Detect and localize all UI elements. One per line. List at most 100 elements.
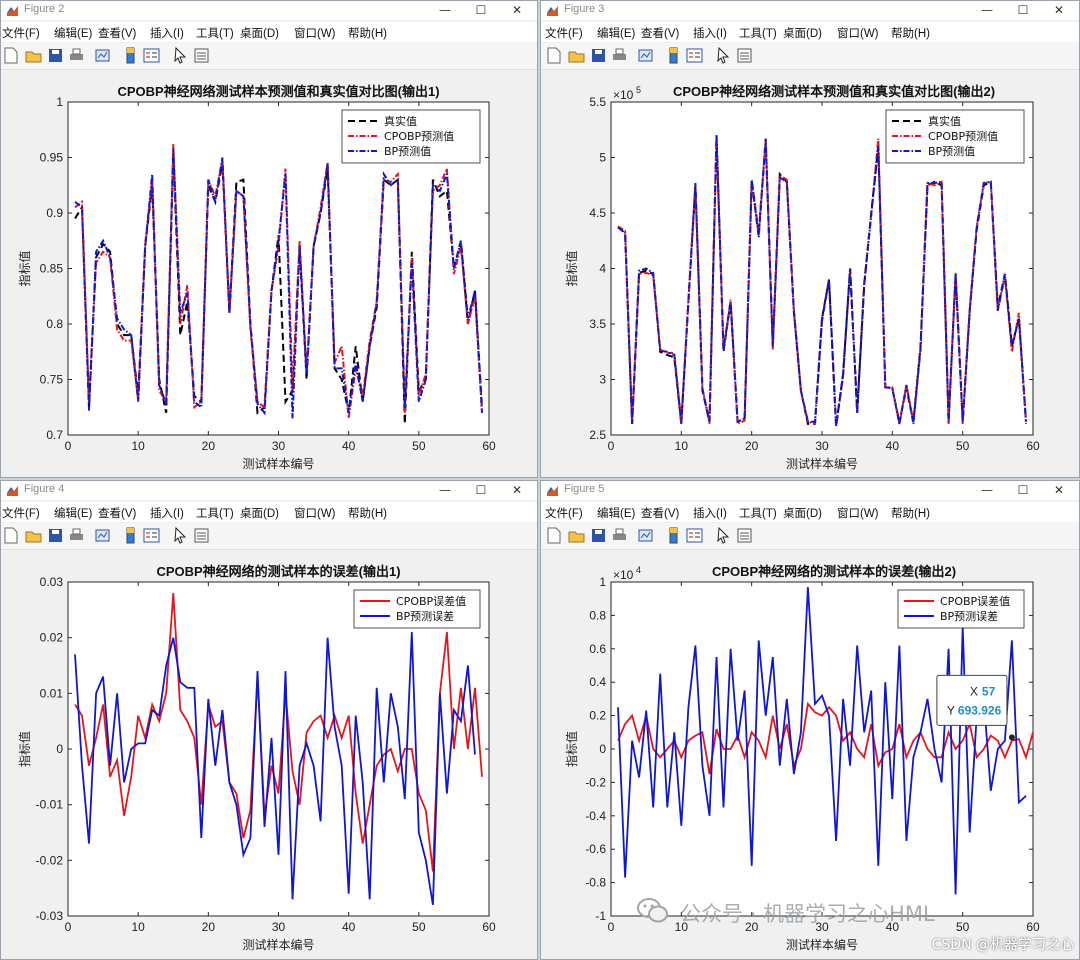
legend-entry: BP预测值 xyxy=(384,145,431,158)
menu-item[interactable]: 插入(I) xyxy=(150,508,184,520)
datatip[interactable]: X 57 Y 693.926 xyxy=(936,674,1015,741)
series-line-2[interactable] xyxy=(617,586,1027,895)
property-inspector-icon[interactable] xyxy=(193,527,210,544)
menu-item[interactable]: 插入(I) xyxy=(693,508,727,520)
close-button[interactable]: ✕ xyxy=(511,483,523,497)
menu-item[interactable]: 文件(F) xyxy=(2,28,40,40)
legend-icon[interactable] xyxy=(686,527,703,544)
menu-bar: 文件(F) 编辑(E) 查看(V) 插入(I) 工具(T) 桌面(D) 窗口(W) 帮助(H) xyxy=(1,22,537,42)
link-plot-icon[interactable] xyxy=(94,527,111,544)
menu-item[interactable]: 工具(T) xyxy=(196,28,234,40)
pointer-icon[interactable] xyxy=(171,527,188,544)
colorbar-icon[interactable] xyxy=(122,527,139,544)
pointer-icon[interactable] xyxy=(171,47,188,64)
property-inspector-icon[interactable] xyxy=(736,527,753,544)
minimize-button[interactable]: — xyxy=(439,3,451,17)
menu-item[interactable]: 编辑(E) xyxy=(54,508,93,520)
menu-item[interactable]: 桌面(D) xyxy=(240,508,279,520)
new-figure-icon[interactable] xyxy=(545,527,562,544)
print-icon[interactable] xyxy=(611,47,628,64)
series-line-1[interactable] xyxy=(617,701,1033,775)
menu-item[interactable]: 帮助(H) xyxy=(891,508,930,520)
colorbar-icon[interactable] xyxy=(122,47,139,64)
menu-item[interactable]: 窗口(W) xyxy=(837,508,879,520)
open-icon[interactable] xyxy=(25,527,42,544)
legend-icon[interactable] xyxy=(686,47,703,64)
close-button[interactable]: ✕ xyxy=(511,3,523,17)
menu-item[interactable]: 文件(F) xyxy=(545,508,583,520)
menu-item[interactable]: 查看(V) xyxy=(641,28,680,40)
property-inspector-icon[interactable] xyxy=(736,47,753,64)
maximize-button[interactable]: ☐ xyxy=(475,483,487,497)
open-icon[interactable] xyxy=(568,47,585,64)
colorbar-icon[interactable] xyxy=(665,527,682,544)
menu-item[interactable]: 窗口(W) xyxy=(294,508,336,520)
maximize-button[interactable]: ☐ xyxy=(475,3,487,17)
series-line-1[interactable] xyxy=(74,593,483,872)
menu-item[interactable]: 工具(T) xyxy=(196,508,234,520)
new-figure-icon[interactable] xyxy=(2,527,19,544)
save-icon[interactable] xyxy=(590,47,607,64)
menu-item[interactable]: 插入(I) xyxy=(693,28,727,40)
menu-item[interactable]: 编辑(E) xyxy=(54,28,93,40)
menu-item[interactable]: 编辑(E) xyxy=(597,508,636,520)
series-line-3[interactable] xyxy=(74,148,483,419)
menu-item[interactable]: 窗口(W) xyxy=(294,28,336,40)
series-line-2[interactable] xyxy=(74,632,476,906)
legend-icon[interactable] xyxy=(143,527,160,544)
link-plot-icon[interactable] xyxy=(94,47,111,64)
menu-item[interactable]: 插入(I) xyxy=(150,28,184,40)
menu-item[interactable]: 文件(F) xyxy=(2,508,40,520)
menu-item[interactable]: 工具(T) xyxy=(739,28,777,40)
axes-box[interactable] xyxy=(67,581,490,917)
minimize-button[interactable]: — xyxy=(981,3,993,17)
legend[interactable]: 真实值 CPOBP预测值 BP预测值 xyxy=(885,109,1025,164)
menu-item[interactable]: 查看(V) xyxy=(641,508,680,520)
axes-box[interactable] xyxy=(610,581,1034,917)
legend-icon[interactable] xyxy=(143,47,160,64)
maximize-button[interactable]: ☐ xyxy=(1017,3,1029,17)
menu-item[interactable]: 帮助(H) xyxy=(891,28,930,40)
title-bar[interactable]: Figure 3 — ☐ ✕ xyxy=(541,1,1079,20)
legend[interactable]: 真实值 CPOBP预测值 BP预测值 xyxy=(341,109,481,164)
close-button[interactable]: ✕ xyxy=(1053,3,1065,17)
menu-item[interactable]: 查看(V) xyxy=(98,28,137,40)
save-icon[interactable] xyxy=(47,527,64,544)
menu-item[interactable]: 工具(T) xyxy=(739,508,777,520)
menu-item[interactable]: 窗口(W) xyxy=(837,28,879,40)
new-figure-icon[interactable] xyxy=(2,47,19,64)
save-icon[interactable] xyxy=(47,47,64,64)
title-bar[interactable]: Figure 2 — ☐ ✕ xyxy=(1,1,537,20)
menu-item[interactable]: 帮助(H) xyxy=(348,508,387,520)
maximize-button[interactable]: ☐ xyxy=(1017,483,1029,497)
print-icon[interactable] xyxy=(611,527,628,544)
pointer-icon[interactable] xyxy=(714,527,731,544)
menu-item[interactable]: 桌面(D) xyxy=(783,508,822,520)
pointer-icon[interactable] xyxy=(714,47,731,64)
menu-item[interactable]: 桌面(D) xyxy=(783,28,822,40)
property-inspector-icon[interactable] xyxy=(193,47,210,64)
close-button[interactable]: ✕ xyxy=(1053,483,1065,497)
menu-item[interactable]: 帮助(H) xyxy=(348,28,387,40)
minimize-button[interactable]: — xyxy=(439,483,451,497)
menu-item[interactable]: 编辑(E) xyxy=(597,28,636,40)
title-bar[interactable]: Figure 4 — ☐ ✕ xyxy=(1,481,537,500)
link-plot-icon[interactable] xyxy=(637,527,654,544)
open-icon[interactable] xyxy=(568,527,585,544)
print-icon[interactable] xyxy=(68,47,85,64)
print-icon[interactable] xyxy=(68,527,85,544)
menu-item[interactable]: 查看(V) xyxy=(98,508,137,520)
x-tick-label: 10 xyxy=(675,439,689,453)
title-bar[interactable]: Figure 5 — ☐ ✕ xyxy=(541,481,1079,500)
series-line-3[interactable] xyxy=(617,135,1027,427)
colorbar-icon[interactable] xyxy=(665,47,682,64)
minimize-button[interactable]: — xyxy=(981,483,993,497)
link-plot-icon[interactable] xyxy=(637,47,654,64)
open-icon[interactable] xyxy=(25,47,42,64)
menu-item[interactable]: 文件(F) xyxy=(545,28,583,40)
menu-item[interactable]: 桌面(D) xyxy=(240,28,279,40)
save-icon[interactable] xyxy=(590,527,607,544)
new-figure-icon[interactable] xyxy=(545,47,562,64)
